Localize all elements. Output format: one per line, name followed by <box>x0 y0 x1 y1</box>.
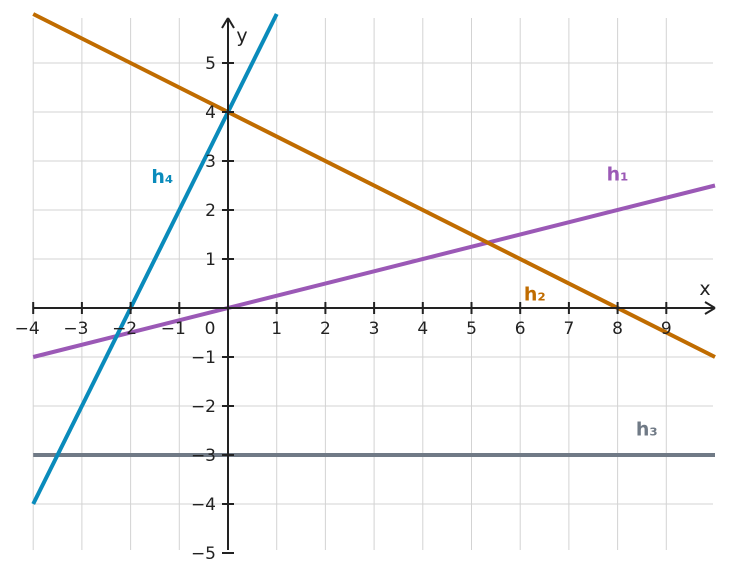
series-line-4 <box>31 13 279 505</box>
x-tick-label: 6 <box>515 319 526 339</box>
series-layer <box>31 12 716 505</box>
x-tick-label: −2 <box>112 319 137 339</box>
y-tick-label: −5 <box>191 544 216 564</box>
y-tick-label: −3 <box>191 446 216 466</box>
x-tick-label: 8 <box>612 319 623 339</box>
y-tick-label: 3 <box>205 152 216 172</box>
axes <box>32 17 716 554</box>
x-tick-label: −1 <box>161 319 186 339</box>
y-tick-label: −2 <box>191 397 216 417</box>
x-tick-label: 3 <box>369 319 380 339</box>
series-label-2: h₂ <box>524 284 546 306</box>
x-tick-label: 0 <box>205 319 216 339</box>
y-tick-label: 2 <box>205 201 216 221</box>
y-axis-label: y <box>236 25 247 47</box>
series-labels: h₁ h₂ h₃ h₄ <box>151 164 657 441</box>
y-tick-label: −1 <box>191 348 216 368</box>
series-label-4: h₄ <box>151 166 173 188</box>
series-label-1: h₁ <box>607 164 629 186</box>
x-tick-label: 7 <box>563 319 574 339</box>
y-tick-label: 5 <box>205 54 216 74</box>
y-tick-label: −4 <box>191 495 216 515</box>
x-tick-label: 5 <box>466 319 477 339</box>
tick-labels: −4 −3 −2 −1 0 1 2 3 4 5 6 7 8 9 −5 −4 −3 −2 −1 1 2 3 4 5 x y <box>15 25 711 564</box>
y-tick-label: 4 <box>205 103 216 123</box>
x-tick-label: 4 <box>417 319 428 339</box>
series-label-3: h₃ <box>636 418 658 440</box>
x-axis-arrow-icon <box>704 301 716 315</box>
y-tick-label: 1 <box>205 250 216 270</box>
x-tick-label: 9 <box>661 319 672 339</box>
x-axis-label: x <box>699 278 710 300</box>
x-tick-label: −4 <box>15 319 40 339</box>
x-tick-label: 1 <box>271 319 282 339</box>
series-line-2 <box>32 12 716 359</box>
x-tick-label: 2 <box>320 319 331 339</box>
series-line-1 <box>32 183 716 359</box>
y-axis-arrow-icon <box>221 17 235 29</box>
x-tick-label: −3 <box>63 319 88 339</box>
grid <box>32 18 713 550</box>
